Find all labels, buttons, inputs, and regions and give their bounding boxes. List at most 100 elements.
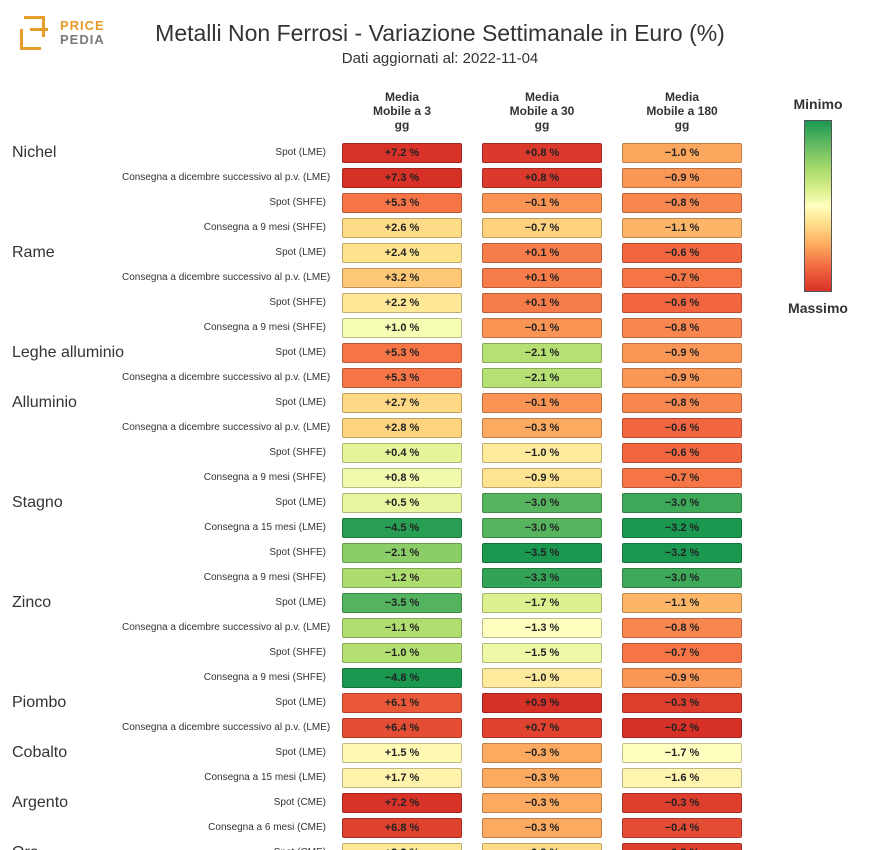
value-cell: −1.7 %	[472, 590, 612, 615]
value-cell: −0.3 %	[472, 815, 612, 840]
row-label: Consegna a 9 mesi (SHFE)	[122, 215, 332, 240]
value-cell: −3.0 %	[472, 490, 612, 515]
row-label: Spot (SHFE)	[122, 440, 332, 465]
row-label: Consegna a dicembre successivo al p.v. (…	[122, 165, 332, 190]
table-row: Spot (SHFE)+2.2 %+0.1 %−0.6 %	[12, 290, 752, 315]
value-pill: −0.7 %	[622, 643, 742, 663]
value-pill: +7.2 %	[342, 143, 462, 163]
value-cell: −0.3 %	[472, 740, 612, 765]
value-pill: −0.9 %	[482, 468, 602, 488]
category-label: Leghe alluminio	[12, 340, 122, 365]
value-cell: −0.6 %	[612, 415, 752, 440]
table-row: ZincoSpot (LME)−3.5 %−1.7 %−1.1 %	[12, 590, 752, 615]
value-pill: −0.1 %	[482, 193, 602, 213]
value-pill: −3.5 %	[482, 543, 602, 563]
value-cell: −0.7 %	[612, 265, 752, 290]
value-cell: +0.7 %	[472, 715, 612, 740]
value-pill: −0.8 %	[622, 393, 742, 413]
value-cell: −3.3 %	[472, 565, 612, 590]
value-cell: −0.1 %	[472, 315, 612, 340]
value-pill: −4.5 %	[342, 518, 462, 538]
value-pill: −0.7 %	[482, 218, 602, 238]
value-cell: −1.1 %	[612, 215, 752, 240]
table-row: Consegna a dicembre successivo al p.v. (…	[12, 265, 752, 290]
value-cell: −4.5 %	[332, 515, 472, 540]
value-pill: −3.2 %	[622, 543, 742, 563]
legend-min-label: Minimo	[780, 96, 856, 112]
value-cell: +1.7 %	[332, 765, 472, 790]
value-cell: −0.4 %	[612, 815, 752, 840]
table-head: MediaMobile a 3gg MediaMobile a 30gg Med…	[12, 86, 752, 140]
category-label: Piombo	[12, 690, 122, 715]
page-root: PRICE PEDIA Metalli Non Ferrosi - Variaz…	[0, 0, 880, 850]
value-cell: +5.3 %	[332, 365, 472, 390]
value-cell: −1.0 %	[332, 640, 472, 665]
value-cell: +7.2 %	[332, 140, 472, 165]
row-label: Spot (LME)	[122, 590, 332, 615]
value-cell: −3.0 %	[612, 490, 752, 515]
value-pill: −0.8 %	[622, 318, 742, 338]
row-label: Consegna a 9 mesi (SHFE)	[122, 465, 332, 490]
value-pill: −3.0 %	[622, 568, 742, 588]
value-cell: −0.8 %	[612, 390, 752, 415]
value-cell: +2.2 %	[332, 290, 472, 315]
value-cell: −3.0 %	[472, 515, 612, 540]
table-row: OroSpot (CME)+2.2 %−0.8 %−0.3 %	[12, 840, 752, 850]
row-label: Consegna a dicembre successivo al p.v. (…	[122, 265, 332, 290]
value-pill: +5.3 %	[342, 193, 462, 213]
table-row: RameSpot (LME)+2.4 %+0.1 %−0.6 %	[12, 240, 752, 265]
value-cell: −2.1 %	[472, 340, 612, 365]
table-row: Consegna a dicembre successivo al p.v. (…	[12, 615, 752, 640]
value-cell: −3.2 %	[612, 515, 752, 540]
value-cell: −0.9 %	[612, 165, 752, 190]
value-cell: +1.5 %	[332, 740, 472, 765]
value-pill: −2.1 %	[482, 343, 602, 363]
row-label: Consegna a 15 mesi (LME)	[122, 515, 332, 540]
value-cell: −0.6 %	[612, 240, 752, 265]
color-legend: Minimo Massimo	[780, 96, 856, 316]
row-label: Spot (LME)	[122, 390, 332, 415]
value-cell: +5.3 %	[332, 190, 472, 215]
value-cell: −4.8 %	[332, 665, 472, 690]
row-label: Spot (LME)	[122, 340, 332, 365]
value-pill: −3.3 %	[482, 568, 602, 588]
row-label: Consegna a 9 mesi (SHFE)	[122, 315, 332, 340]
category-label	[12, 565, 122, 590]
category-label	[12, 315, 122, 340]
col-header-0: MediaMobile a 3gg	[332, 86, 472, 140]
table-row: Consegna a 9 mesi (SHFE)−4.8 %−1.0 %−0.9…	[12, 665, 752, 690]
value-cell: −0.3 %	[612, 840, 752, 850]
value-pill: +7.2 %	[342, 793, 462, 813]
value-pill: −1.1 %	[622, 218, 742, 238]
table-body: NichelSpot (LME)+7.2 %+0.8 %−1.0 %Conseg…	[12, 140, 752, 850]
table-row: Spot (SHFE)+0.4 %−1.0 %−0.6 %	[12, 440, 752, 465]
value-pill: −0.3 %	[482, 818, 602, 838]
value-cell: −1.0 %	[472, 440, 612, 465]
category-label: Nichel	[12, 140, 122, 165]
value-pill: +2.8 %	[342, 418, 462, 438]
value-cell: −3.0 %	[612, 565, 752, 590]
value-pill: −1.6 %	[622, 768, 742, 788]
value-pill: −1.0 %	[342, 643, 462, 663]
value-cell: +6.8 %	[332, 815, 472, 840]
value-pill: +0.1 %	[482, 293, 602, 313]
value-pill: −0.3 %	[482, 418, 602, 438]
table-row: Consegna a dicembre successivo al p.v. (…	[12, 165, 752, 190]
value-cell: +0.8 %	[472, 140, 612, 165]
value-cell: −0.7 %	[472, 215, 612, 240]
table-row: Spot (SHFE)−2.1 %−3.5 %−3.2 %	[12, 540, 752, 565]
row-label: Consegna a dicembre successivo al p.v. (…	[122, 365, 332, 390]
value-pill: −4.8 %	[342, 668, 462, 688]
value-pill: +0.7 %	[482, 718, 602, 738]
value-pill: −0.1 %	[482, 318, 602, 338]
table-row: Leghe alluminioSpot (LME)+5.3 %−2.1 %−0.…	[12, 340, 752, 365]
value-pill: −0.9 %	[622, 343, 742, 363]
value-cell: +0.1 %	[472, 290, 612, 315]
value-pill: +6.1 %	[342, 693, 462, 713]
value-pill: +1.0 %	[342, 318, 462, 338]
table-row: Consegna a dicembre successivo al p.v. (…	[12, 365, 752, 390]
value-cell: −0.3 %	[472, 765, 612, 790]
value-pill: −0.6 %	[622, 293, 742, 313]
value-cell: +2.4 %	[332, 240, 472, 265]
table-row: AlluminioSpot (LME)+2.7 %−0.1 %−0.8 %	[12, 390, 752, 415]
